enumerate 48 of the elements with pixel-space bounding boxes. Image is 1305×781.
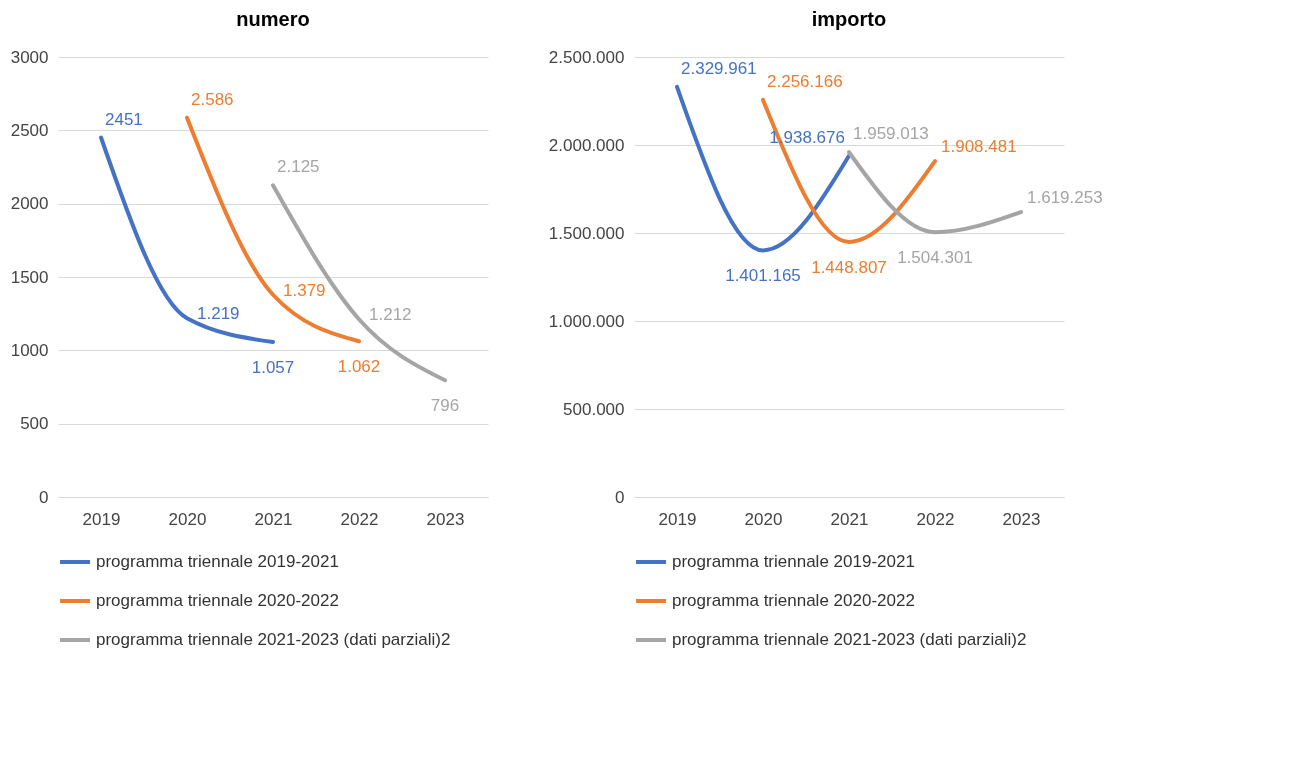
x-tick-label: 2019 — [82, 509, 121, 529]
data-label: 1.062 — [337, 357, 381, 377]
x-tick-label: 2022 — [916, 509, 955, 529]
x-tick-label: 2021 — [830, 509, 869, 529]
legend-label: programma triennale 2019-2021 — [672, 552, 915, 571]
x-tick-label: 2023 — [1002, 509, 1041, 529]
x-tick-label: 2022 — [340, 509, 379, 529]
data-label: 1.619.253 — [1027, 188, 1103, 208]
data-label: 1.448.807 — [811, 258, 887, 278]
y-tick-label: 1.000.000 — [548, 311, 625, 331]
data-label: 1.908.481 — [941, 137, 1017, 157]
data-label: 1.504.301 — [897, 248, 973, 268]
x-tick-label: 2023 — [426, 509, 465, 529]
y-tick-label: 500.000 — [563, 399, 625, 419]
y-tick-label: 2500 — [10, 120, 49, 140]
x-tick-label: 2020 — [168, 509, 207, 529]
data-label: 2451 — [105, 109, 143, 129]
y-tick-label: 0 — [615, 487, 625, 507]
y-tick-label: 500 — [20, 414, 49, 434]
data-label: 1.057 — [251, 357, 295, 377]
y-tick-label: 2.500.000 — [548, 47, 625, 67]
legend-label: programma triennale 2021-2023 (dati parziali)2 — [96, 630, 451, 649]
y-tick-label: 2000 — [10, 194, 49, 214]
data-label: 1.212 — [369, 305, 412, 325]
y-tick-label: 3000 — [10, 47, 49, 67]
y-tick-label: 1000 — [10, 340, 49, 360]
legend-label: programma triennale 2019-2021 — [96, 552, 339, 571]
data-label: 1.379 — [283, 280, 326, 300]
x-tick-label: 2021 — [254, 509, 293, 529]
y-tick-label: 1500 — [10, 267, 49, 287]
y-tick-label: 0 — [39, 487, 49, 507]
data-label: 2.256.166 — [767, 71, 843, 91]
data-label: 2.586 — [191, 89, 234, 109]
data-label: 796 — [430, 396, 460, 416]
data-label: 2.329.961 — [681, 58, 757, 78]
chart-title: numero — [236, 8, 310, 30]
x-tick-label: 2020 — [744, 509, 783, 529]
data-label: 1.219 — [197, 304, 240, 324]
chart-title: importo — [811, 8, 887, 30]
data-label: 2.125 — [277, 157, 320, 177]
data-label: 1.401.165 — [725, 266, 801, 286]
data-label: 1.959.013 — [853, 124, 929, 144]
legend-label: programma triennale 2021-2023 (dati parziali)2 — [672, 630, 1027, 649]
y-tick-label: 2.000.000 — [548, 135, 625, 155]
legend-label: programma triennale 2020-2022 — [96, 591, 339, 610]
y-tick-label: 1.500.000 — [548, 223, 625, 243]
x-tick-label: 2019 — [658, 509, 697, 529]
legend-label: programma triennale 2020-2022 — [672, 591, 915, 610]
